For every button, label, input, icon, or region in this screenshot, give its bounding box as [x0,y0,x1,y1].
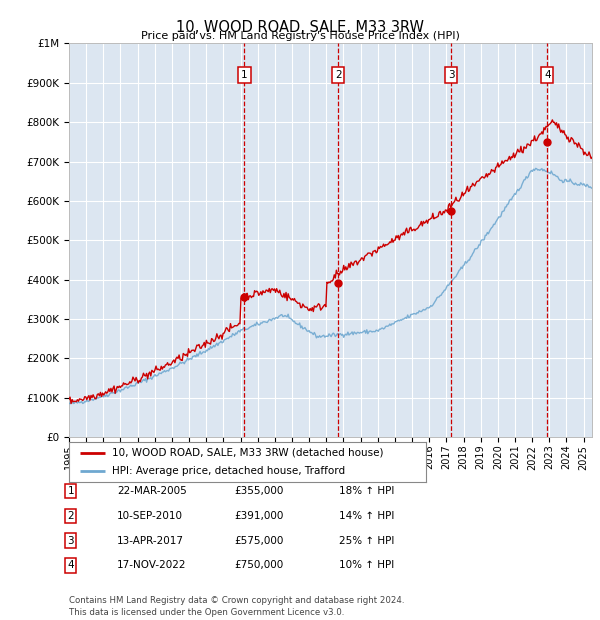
Text: 4: 4 [544,70,551,80]
Text: £355,000: £355,000 [234,486,283,496]
Text: 18% ↑ HPI: 18% ↑ HPI [339,486,394,496]
Text: £575,000: £575,000 [234,536,283,546]
Text: 1: 1 [241,70,248,80]
Text: 2: 2 [335,70,341,80]
Text: 17-NOV-2022: 17-NOV-2022 [117,560,187,570]
Text: Price paid vs. HM Land Registry's House Price Index (HPI): Price paid vs. HM Land Registry's House … [140,31,460,41]
Text: 10-SEP-2010: 10-SEP-2010 [117,511,183,521]
Text: 4: 4 [67,560,74,570]
Text: 22-MAR-2005: 22-MAR-2005 [117,486,187,496]
Text: 10, WOOD ROAD, SALE, M33 3RW: 10, WOOD ROAD, SALE, M33 3RW [176,20,424,35]
Text: HPI: Average price, detached house, Trafford: HPI: Average price, detached house, Traf… [112,466,345,477]
Text: 1: 1 [67,486,74,496]
Text: 13-APR-2017: 13-APR-2017 [117,536,184,546]
Text: 14% ↑ HPI: 14% ↑ HPI [339,511,394,521]
Text: 10% ↑ HPI: 10% ↑ HPI [339,560,394,570]
Text: 2: 2 [67,511,74,521]
Text: 25% ↑ HPI: 25% ↑ HPI [339,536,394,546]
Text: £750,000: £750,000 [234,560,283,570]
Text: 3: 3 [67,536,74,546]
Text: Contains HM Land Registry data © Crown copyright and database right 2024.
This d: Contains HM Land Registry data © Crown c… [69,596,404,617]
Text: 3: 3 [448,70,455,80]
Text: 10, WOOD ROAD, SALE, M33 3RW (detached house): 10, WOOD ROAD, SALE, M33 3RW (detached h… [112,448,383,458]
Text: £391,000: £391,000 [234,511,283,521]
